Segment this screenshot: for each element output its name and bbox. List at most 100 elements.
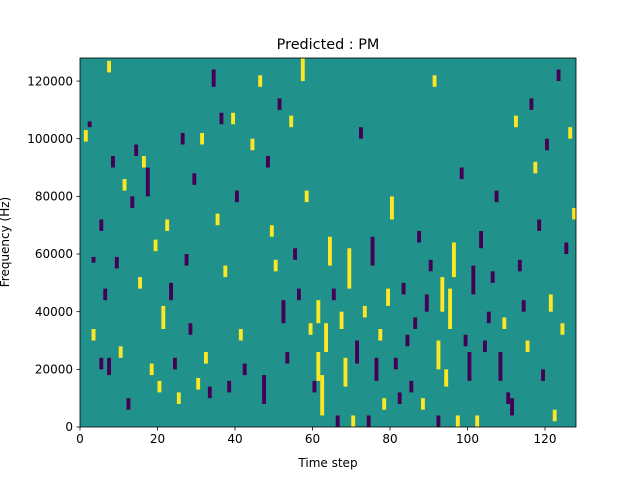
heatmap-cell [149,363,154,376]
heatmap-cell [266,156,270,168]
heatmap-cell [87,121,92,128]
chart-title: Predicted : PM [277,37,380,53]
y-tick-label: 100000 [27,132,73,146]
heatmap-cell [192,173,197,185]
heatmap-cell [432,75,437,87]
heatmap-cell [390,196,394,220]
heatmap-cell [293,248,297,260]
heatmap-cell [572,207,576,220]
heatmap-cell [324,323,328,353]
heatmap-cell [471,265,476,295]
heatmap-cell [328,236,332,266]
heatmap-cell [297,288,301,301]
heatmap-cell [173,357,177,370]
heatmap-cell [545,138,549,151]
heatmap-cell [331,288,336,301]
heatmap-cell [475,415,480,427]
heatmap-cell [463,334,468,347]
heatmap-cell [498,352,503,381]
y-tick-label: 120000 [27,74,73,88]
heatmap-cell [386,288,390,306]
x-axis: 0 20 40 60 80 100 120 [76,427,556,446]
heatmap-cell [223,265,228,278]
heatmap-cell [157,380,162,393]
heatmap-cell [521,300,526,312]
y-tick-label: 40000 [35,305,73,319]
heatmap-cell [494,190,499,203]
heatmap-cell [281,300,286,324]
heatmap-cell [397,392,402,404]
heatmap-cell [548,294,553,312]
x-tick-label: 0 [76,432,84,446]
heatmap-cell [308,323,313,335]
heatmap-cell [300,58,305,82]
x-tick-label: 20 [150,432,165,446]
heatmap-cell [235,190,239,203]
y-tick-label: 20000 [35,363,73,377]
heatmap-cell [525,340,530,353]
heatmap-cell [370,236,375,266]
heatmap-cell [114,256,119,269]
heatmap-cell [269,225,274,237]
heatmap-cell [409,380,414,393]
heatmap-cell [153,239,158,252]
heatmap-cell [455,415,460,427]
heatmap-cell [440,277,445,312]
heatmap-cell [285,352,290,364]
heatmap-cell [502,317,507,329]
heatmap-cell [161,305,166,329]
heatmap-cell [343,357,348,387]
heatmap-cell [428,259,433,272]
heatmap-cell [273,259,278,272]
x-axis-label: Time step [297,456,357,470]
heatmap-cell [444,369,449,387]
heatmap-cell [207,386,212,399]
heatmap-cell [552,409,557,422]
heatmap-cell [130,196,135,208]
heatmap-cell [196,377,201,390]
heatmap-cell [184,254,189,266]
heatmap-cell [483,340,487,353]
heatmap-cell [467,352,472,381]
y-tick-label: 0 [65,420,73,434]
heatmap-cell [541,369,545,381]
heatmap-cell [91,328,96,341]
heatmap-cell [122,179,127,191]
heatmap-cell [99,357,104,370]
heatmap-cell [211,69,216,87]
y-axis-label: Frequency (Hz) [0,197,12,288]
heatmap-cell [405,334,410,347]
heatmap-cell [436,340,441,370]
heatmap-cell [231,112,235,125]
heatmap-cell [316,300,321,324]
plot-area [79,57,577,428]
heatmap-cell [320,375,325,416]
x-tick-label: 60 [305,432,320,446]
x-tick-label: 100 [456,432,479,446]
heatmap-cell [479,230,483,249]
heatmap-cell [448,288,452,329]
heatmap-cell [238,328,243,341]
plot-frame [79,57,577,428]
x-tick-label: 40 [227,432,242,446]
heatmap-cell [417,230,421,243]
heatmap-cell [506,392,511,404]
heatmap-cell [277,98,282,110]
heatmap-cell [556,69,561,82]
heatmap-cell [111,156,115,168]
heatmap-cell [378,328,383,341]
heatmap-cell [366,415,371,427]
heatmap-cell [362,305,367,318]
heatmap-cell [134,144,139,157]
x-tick-label: 80 [382,432,397,446]
heatmap-cell [486,311,491,324]
y-axis: 0 20000 40000 60000 80000 100000 120000 [27,74,80,434]
heatmap-cell [227,380,232,393]
heatmap-cell [145,167,150,197]
heatmap-cell [517,259,522,272]
heatmap-cell [91,256,96,263]
heatmap-cell [490,271,495,283]
heatmap-cell [355,340,359,364]
heatmap-cell [335,415,340,427]
